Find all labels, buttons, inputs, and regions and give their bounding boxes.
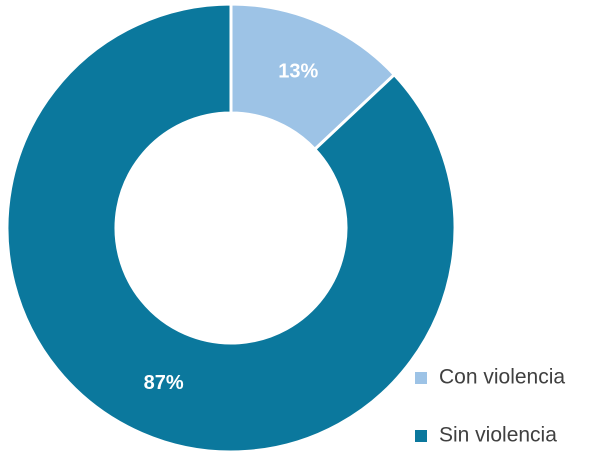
legend-label: Con violencia (439, 366, 565, 389)
data-label: 13% (278, 61, 318, 83)
legend-swatch (415, 372, 427, 384)
data-label: 87% (144, 372, 184, 394)
donut-slice (5, 2, 457, 454)
legend-swatch (415, 430, 427, 442)
legend-label: Sin violencia (439, 424, 557, 447)
